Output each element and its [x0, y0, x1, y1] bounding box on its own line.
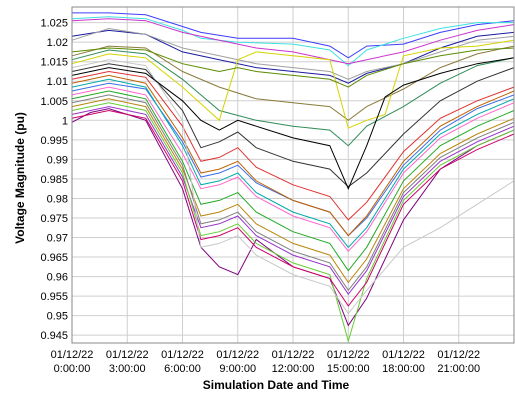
- y-tick-label: 0.945: [40, 330, 68, 342]
- y-tick-label: 0.965: [40, 252, 68, 264]
- x-tick-label: 01/12/22 6:00:00: [161, 349, 204, 375]
- x-tick-date: 01/12/22: [272, 349, 315, 361]
- y-tick-label: 0.98: [47, 193, 68, 205]
- x-axis-title: Simulation Date and Time: [203, 378, 350, 392]
- x-tick-label: 01/12/22 9:00:00: [216, 349, 259, 375]
- series-line-4: [71, 29, 515, 84]
- x-tick-date: 01/12/22: [437, 349, 480, 361]
- y-tick-label: 1.005: [40, 96, 68, 108]
- x-tick-date: 01/12/22: [327, 349, 370, 361]
- series-line-2: [71, 16, 514, 67]
- plot-frame: [71, 6, 515, 344]
- y-tick-label: 1.015: [40, 57, 68, 69]
- series-line-20: [71, 102, 515, 343]
- series-layer: [71, 12, 515, 343]
- y-tick-label: 1.02: [47, 37, 68, 49]
- series-line-10: [71, 70, 515, 221]
- x-tick-time: 0:00:00: [54, 363, 91, 375]
- series-line-24: [71, 47, 515, 88]
- y-tick-label: 1.01: [47, 76, 68, 88]
- series-line-17: [71, 78, 515, 249]
- y-tick-label: 0.995: [40, 135, 68, 147]
- x-tick-label: 01/12/22 18:00:00: [382, 349, 425, 375]
- x-tick-date: 01/12/22: [216, 349, 259, 361]
- x-tick-label: 01/12/22 15:00:00: [327, 349, 370, 375]
- y-axis-title: Voltage Magnitude (pu): [13, 112, 27, 244]
- y-tick-label: 0.96: [47, 272, 68, 284]
- series-line-22: [71, 59, 515, 315]
- x-tick-date: 01/12/22: [161, 349, 204, 361]
- y-tick-label: 0.955: [40, 291, 68, 303]
- x-tick-labels: 01/12/22 0:00:00 01/12/22 3:00:00 01/12/22 6:…: [51, 349, 481, 375]
- series-line-12: [71, 86, 515, 252]
- series-line-7: [71, 49, 515, 147]
- x-tick-time: 15:00:00: [327, 363, 370, 375]
- y-tick-label: 0.97: [47, 233, 68, 245]
- y-tick-label: 1: [62, 115, 68, 127]
- x-tick-label: 01/12/22 3:00:00: [106, 349, 149, 375]
- y-tick-label: 1.025: [40, 18, 68, 30]
- series-line-9: [71, 63, 515, 188]
- y-tick-label: 0.975: [40, 213, 68, 225]
- x-tick-date: 01/12/22: [51, 349, 94, 361]
- y-tick-label: 0.99: [47, 154, 68, 166]
- series-line-1: [72, 12, 515, 59]
- y-tick-label: 0.95: [47, 311, 68, 323]
- x-tick-label: 01/12/22 12:00:00: [272, 349, 315, 375]
- series-line-19: [71, 108, 515, 327]
- series-line-11: [71, 82, 515, 237]
- series-line-23: [71, 57, 515, 190]
- x-tick-time: 9:00:00: [219, 363, 256, 375]
- x-tick-time: 6:00:00: [164, 363, 201, 375]
- x-tick-time: 21:00:00: [437, 363, 480, 375]
- x-tick-date: 01/12/22: [106, 349, 149, 361]
- x-tick-label: 01/12/22 0:00:00: [51, 349, 94, 375]
- x-tick-date: 01/12/22: [382, 349, 425, 361]
- series-line-13: [71, 90, 515, 272]
- series-line-16: [71, 94, 515, 292]
- series-line-14: [71, 98, 515, 284]
- series-line-3: [71, 18, 515, 65]
- series-line-15: [71, 106, 515, 296]
- series-line-5: [71, 27, 515, 80]
- y-tick-labels: 0.945 0.95 0.955 0.96 0.965 0.97 0.975 0.98 0.98…: [40, 18, 68, 343]
- series-line-21: [71, 109, 515, 307]
- x-tick-time: 18:00:00: [382, 363, 425, 375]
- x-tick-time: 12:00:00: [272, 363, 315, 375]
- x-tick-label: 01/12/22 21:00:00: [437, 349, 480, 375]
- series-line-8: [71, 39, 515, 129]
- x-tick-time: 3:00:00: [109, 363, 146, 375]
- series-line-18: [71, 74, 515, 237]
- y-tick-label: 0.985: [40, 174, 68, 186]
